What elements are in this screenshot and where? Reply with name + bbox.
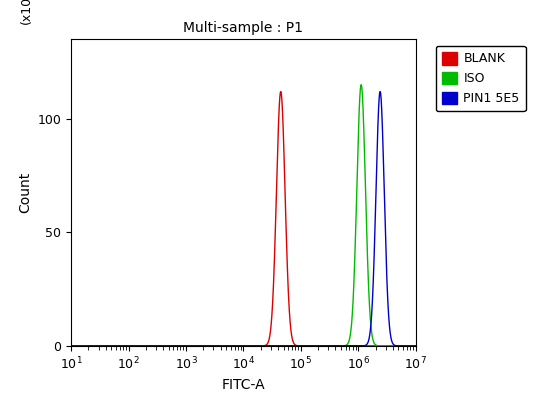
Legend: BLANK, ISO, PIN1 5E5: BLANK, ISO, PIN1 5E5 <box>436 46 526 112</box>
X-axis label: FITC-A: FITC-A <box>222 378 265 392</box>
Y-axis label: Count: Count <box>18 172 32 213</box>
Text: (x10¹): (x10¹) <box>20 0 32 24</box>
Title: Multi-sample : P1: Multi-sample : P1 <box>183 21 304 35</box>
